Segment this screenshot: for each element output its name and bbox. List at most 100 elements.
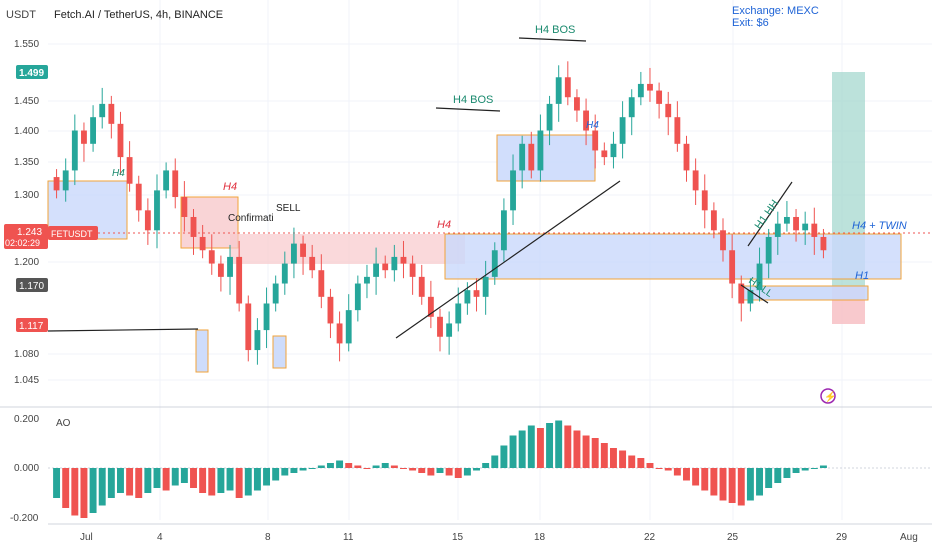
candle-body: [574, 97, 580, 111]
zone-h4-red: [180, 196, 239, 249]
candle-body: [491, 250, 498, 277]
candle-body: [135, 183, 142, 211]
candle-body: [437, 316, 443, 337]
ao-bar: [171, 468, 179, 486]
trendline-rising: [395, 180, 621, 339]
candle-body: [400, 256, 407, 264]
ao-bar: [409, 468, 417, 471]
candle-body: [710, 210, 717, 231]
ao-bar: [783, 468, 791, 478]
ao-bar: [500, 445, 508, 468]
ao-bar: [71, 468, 79, 516]
x-tick-label: 11: [343, 532, 354, 543]
candle-body: [455, 303, 462, 324]
wick-box-2: [272, 335, 287, 369]
x-tick-label: 25: [727, 532, 739, 543]
candle-body: [418, 276, 425, 297]
ao-bar: [436, 468, 444, 473]
ao-bar: [491, 455, 499, 468]
ao-bar: [637, 458, 645, 468]
chart-title: Fetch.AI / TetherUS, 4h, BINANCE: [54, 9, 223, 21]
candle-body: [747, 290, 754, 304]
ao-bar: [135, 468, 143, 498]
candle-body: [519, 143, 526, 171]
y-tick-label: 1.080: [14, 349, 39, 360]
candle-body: [793, 216, 799, 231]
ao-bar: [281, 468, 289, 476]
ao-bar: [756, 468, 763, 496]
ao-bar: [591, 438, 599, 468]
wick-box-1: [195, 329, 209, 373]
y-tick-label: 1.350: [14, 157, 39, 168]
candle-body: [774, 223, 781, 237]
lightning-glyph: ⚡: [824, 390, 836, 403]
ao-bar: [208, 468, 216, 496]
ao-bar: [62, 468, 70, 508]
ao-bar: [564, 425, 572, 468]
candle-body: [254, 330, 261, 351]
ao-bar: [290, 468, 298, 473]
candle-body: [190, 216, 197, 237]
candle-body: [364, 276, 370, 284]
symbol-badge: [48, 226, 98, 240]
ao-bar: [126, 468, 134, 496]
ao-bar: [89, 468, 97, 513]
ao-bar: [363, 468, 371, 469]
candle-body: [208, 250, 215, 264]
ao-bar: [199, 468, 207, 493]
candle-body: [181, 197, 188, 217]
x-tick-label: Jul: [80, 532, 93, 543]
ao-bar: [445, 468, 453, 476]
candle-body: [90, 117, 97, 144]
ao-bar: [683, 468, 690, 481]
zone-label-h1: H1: [855, 270, 869, 282]
ao-bar: [80, 468, 88, 518]
ao-y-tick: 0.000: [14, 463, 39, 474]
candle-body: [199, 236, 206, 251]
ao-bar: [710, 468, 718, 496]
y-tick-label: 1.300: [14, 190, 39, 201]
candle-body: [656, 90, 663, 104]
ao-y-tick: -0.200: [10, 513, 39, 524]
ao-bar: [609, 448, 617, 468]
annotation-h4-bos-2: H4 BOS: [535, 24, 575, 36]
zone-label-h4-blue: H4: [0, 0, 21, 4]
bos-label-1: AO: [0, 0, 23, 4]
x-tick-label: 18: [534, 532, 546, 543]
zone-red-band: [230, 234, 465, 264]
candle-body: [108, 103, 115, 124]
exchange-note: Exchange: MEXC: [732, 5, 819, 17]
annotation-sell: SELL: [276, 203, 301, 214]
candle-body: [601, 150, 608, 158]
ao-bar: [573, 430, 581, 468]
candle-body: [81, 130, 87, 144]
candle-body: [802, 223, 809, 231]
lightning-icon[interactable]: [820, 388, 836, 404]
ao-bar: [272, 468, 280, 481]
candle-body: [172, 170, 179, 198]
ao-bar: [655, 468, 663, 469]
candle-body: [674, 117, 681, 144]
zone-label-h4-twin: H4 + TWIN: [852, 220, 907, 232]
ao-bar: [819, 465, 827, 468]
ao-bar: [463, 468, 471, 476]
y-axis: 1.550 1.450 1.400 1.350 1.300 1.200 1.08…: [14, 39, 39, 386]
candle-body: [683, 143, 690, 171]
symbol-badge-text: FETUSDT: [51, 229, 93, 239]
candle-body: [318, 270, 325, 297]
candle-body: [619, 117, 626, 144]
annotation-h4-small-2: H4: [586, 120, 599, 131]
ao-bar: [765, 468, 773, 488]
ao-bar: [190, 468, 197, 488]
candle-body: [628, 97, 635, 118]
trendline-hh: [747, 181, 793, 247]
candle-body: [291, 243, 297, 264]
candle-body: [53, 177, 60, 191]
annotation-h4-small-1: H4: [112, 168, 125, 179]
x-axis: Jul 4 6 8 11 15 18 22 25 29 Aug: [80, 532, 918, 543]
ao-bar: [299, 468, 307, 471]
candle-body: [738, 283, 745, 304]
ao-bar: [619, 450, 627, 468]
